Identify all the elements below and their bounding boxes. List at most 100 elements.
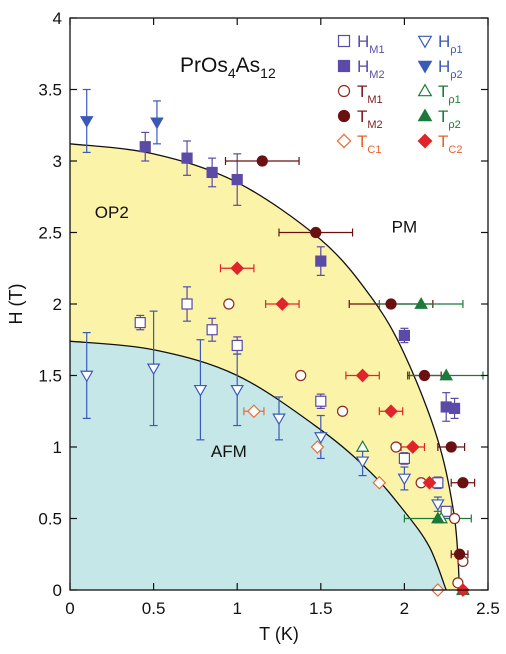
data-point-h-rho1 [79,370,94,383]
region-label-op2: OP2 [95,203,129,222]
legend: HM1 Hρ1 HM2 Hρ2 TM1 Tρ1 TM2 Tρ2 TC1 TC2 [336,32,463,156]
legend-label-h-m2: HM2 [357,57,385,81]
legend-label-t-c2: TC2 [438,132,462,156]
data-point-t-m1 [336,405,349,417]
data-point-h-m2 [181,152,193,164]
legend-marker-t-c2 [417,133,433,149]
legend-label-t-rho2: Tρ2 [438,107,461,131]
legend-marker-h-rho1 [417,35,433,49]
y-tick-label: 0 [53,581,62,600]
data-point-t-m2 [385,298,397,310]
data-point-h-rho2 [150,117,164,130]
x-tick-label: 2 [400,599,409,618]
x-tick-label: 0 [65,599,74,618]
x-axis-label: T (K) [259,624,299,644]
y-tick-label: 3.5 [38,81,62,100]
data-point-t-m2 [453,548,466,560]
data-point-h-rho2 [79,116,94,128]
data-point-h-rho1 [431,499,445,512]
legend-label-h-rho2: Hρ2 [438,57,463,81]
data-point-t-c2 [422,475,437,490]
legend-marker-t-rho2 [417,108,433,122]
legend-label-t-c1: TC1 [357,132,381,156]
data-point-t-c1 [247,404,261,419]
y-tick-label: 0.5 [38,510,62,529]
data-point-t-c2 [405,440,420,454]
data-point-h-rho1 [355,456,370,469]
data-point-t-c2 [355,368,370,383]
upper-phase-boundary [70,143,461,590]
y-tick-label: 3 [53,152,62,171]
data-point-t-c1 [372,475,387,490]
data-point-h-m2 [206,166,218,179]
data-point-h-m1 [315,395,327,407]
data-point-t-rho2 [431,511,445,524]
legend-marker-t-m2 [337,109,351,123]
y-tick-label: 2 [53,295,62,314]
region-labels: OP2 PM AFM [95,203,417,461]
data-point-t-c2 [384,404,398,419]
data-point-h-m1 [134,316,146,329]
x-tick-label: 2.5 [476,599,500,618]
y-tick-label: 1 [53,438,62,457]
data-point-t-m2 [445,441,457,453]
legend-label-t-m1: TM1 [357,82,383,106]
data-point-t-rho2 [439,368,453,381]
data-point-h-rho1 [230,384,244,397]
data-point-h-m1 [206,324,218,336]
data-point-t-rho2 [414,297,428,309]
data-point-t-m1 [223,298,235,310]
legend-label-t-m2: TM2 [357,107,383,131]
data-point-t-rho1 [355,440,370,452]
data-point-t-c2 [275,297,290,311]
data-point-t-c1 [310,440,325,454]
x-tick-label: 1.5 [309,599,333,618]
data-point-h-m2 [398,329,410,342]
data-markers [79,116,470,597]
y-axis-label: H (T) [6,284,26,325]
data-point-t-m1 [448,512,461,525]
chart-title: PrOs4As12 [180,54,276,81]
legend-marker-h-m2 [337,59,351,73]
data-point-h-m1 [181,298,193,310]
data-point-h-m2 [448,402,461,414]
afm-region-fill [70,341,447,590]
data-point-t-m2 [256,155,268,167]
data-point-h-rho1 [272,413,286,426]
data-point-t-m2 [310,226,322,239]
data-point-h-m2 [315,255,327,267]
legend-marker-h-m1 [337,34,351,48]
y-tick-label: 4 [53,9,62,28]
x-tick-label: 0.5 [142,599,166,618]
legend-marker-h-rho2 [417,60,433,74]
data-point-h-m1 [440,505,452,517]
data-point-t-m1 [295,369,307,382]
legend-label-h-m1: HM1 [357,32,385,56]
data-point-h-m2 [231,173,243,186]
data-point-t-m1 [452,577,464,589]
data-point-t-m1 [390,441,402,453]
data-point-h-rho1 [146,363,161,376]
data-point-h-m1 [398,452,410,465]
data-point-h-m1 [231,339,243,352]
data-point-h-rho1 [193,384,208,397]
data-point-h-m2 [139,141,151,153]
data-point-t-m2 [457,477,469,489]
data-point-h-rho1 [397,473,412,486]
region-label-pm: PM [392,218,418,237]
legend-marker-t-rho1 [417,83,433,97]
data-point-h-rho1 [314,432,328,444]
data-point-t-m2 [418,369,431,382]
axis-ticks: 0 0.5 1 1.5 2 2.5 0 0.5 1 1.5 2 2.5 3 3.5 4 [38,9,499,618]
phase-regions [70,143,461,590]
legend-marker-t-m1 [337,84,351,98]
y-tick-label: 1.5 [38,367,62,386]
legend-label-t-rho1: Tρ1 [438,82,461,106]
region-label-afm: AFM [211,442,247,461]
legend-label-h-rho1: Hρ1 [438,32,463,56]
legend-marker-t-c1 [336,133,352,149]
y-tick-label: 2.5 [38,224,62,243]
data-point-t-c2 [230,261,245,276]
x-tick-label: 1 [232,599,241,618]
